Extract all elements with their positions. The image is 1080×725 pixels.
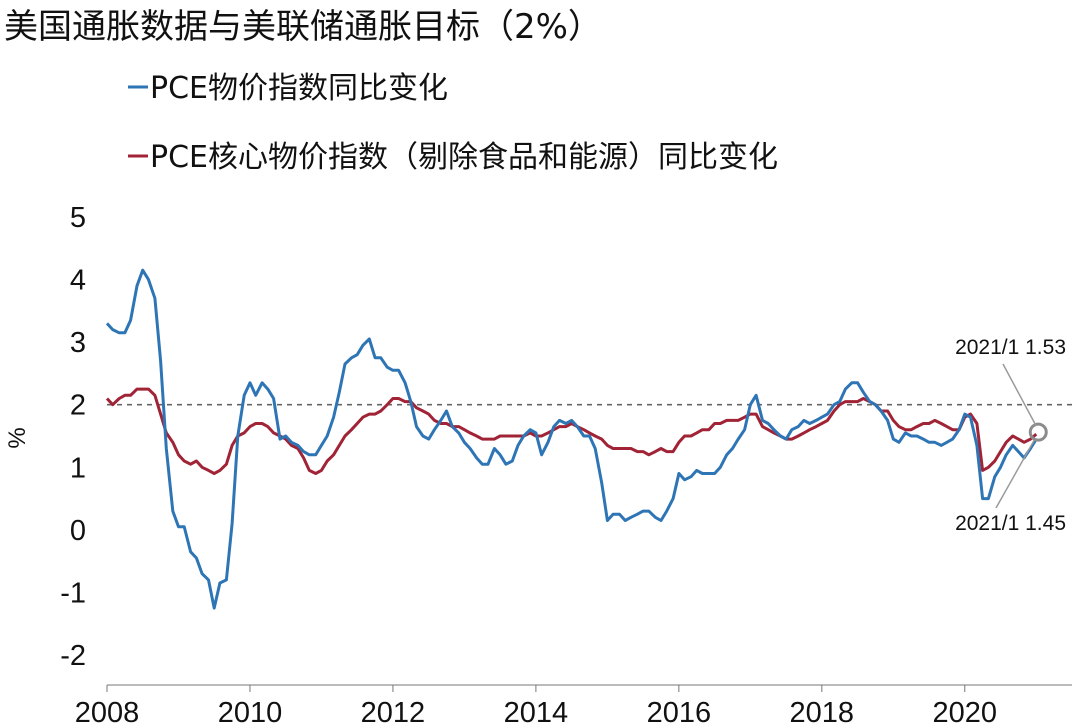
x-tick-label: 2010: [218, 697, 283, 725]
legend: PCE物价指数同比变化 PCE核心物价指数（剔除食品和能源）同比变化: [128, 71, 778, 175]
annotation-label-upper: 2021/1 1.53: [955, 336, 1066, 359]
y-tick-label: 1: [70, 452, 86, 484]
end-point-marker: [1028, 422, 1048, 442]
series-layer: [105, 268, 1038, 610]
x-axis: 2008 2010 2012 2014 2016 2018 2020: [75, 684, 1072, 725]
y-tick-label: 2: [70, 390, 86, 422]
legend-label-core-pce: PCE核心物价指数（剔除食品和能源）同比变化: [150, 140, 778, 175]
x-tick-label: 2020: [933, 697, 998, 725]
y-axis-label: %: [4, 427, 31, 448]
y-tick-label: 0: [70, 515, 86, 547]
x-tick-label: 2012: [361, 697, 426, 725]
x-tick-label: 2008: [75, 697, 140, 725]
y-axis: 5 4 3 2 1 0 -1 -2: [60, 202, 86, 672]
legend-label-pce: PCE物价指数同比变化: [150, 71, 448, 106]
y-tick-label: 4: [70, 265, 86, 297]
annotation-leader-upper: [1002, 363, 1037, 427]
y-tick-label: -1: [60, 577, 86, 609]
x-tick-label: 2014: [504, 697, 569, 725]
x-tick-label: 2018: [790, 697, 855, 725]
y-tick-label: 5: [70, 202, 86, 234]
annotation-leader-lower: [995, 439, 1035, 509]
y-tick-label: 3: [70, 327, 86, 359]
series-line-core-pce: [105, 387, 1038, 475]
annotation-layer: 2021/1 1.53 2021/1 1.45: [955, 336, 1066, 535]
annotation-label-lower: 2021/1 1.45: [955, 512, 1066, 535]
y-tick-label: -2: [60, 640, 86, 672]
x-tick-label: 2016: [647, 697, 712, 725]
chart-title: 美国通胀数据与美联储通胀目标（2%）: [4, 7, 602, 47]
series-line-pce: [105, 268, 1038, 610]
